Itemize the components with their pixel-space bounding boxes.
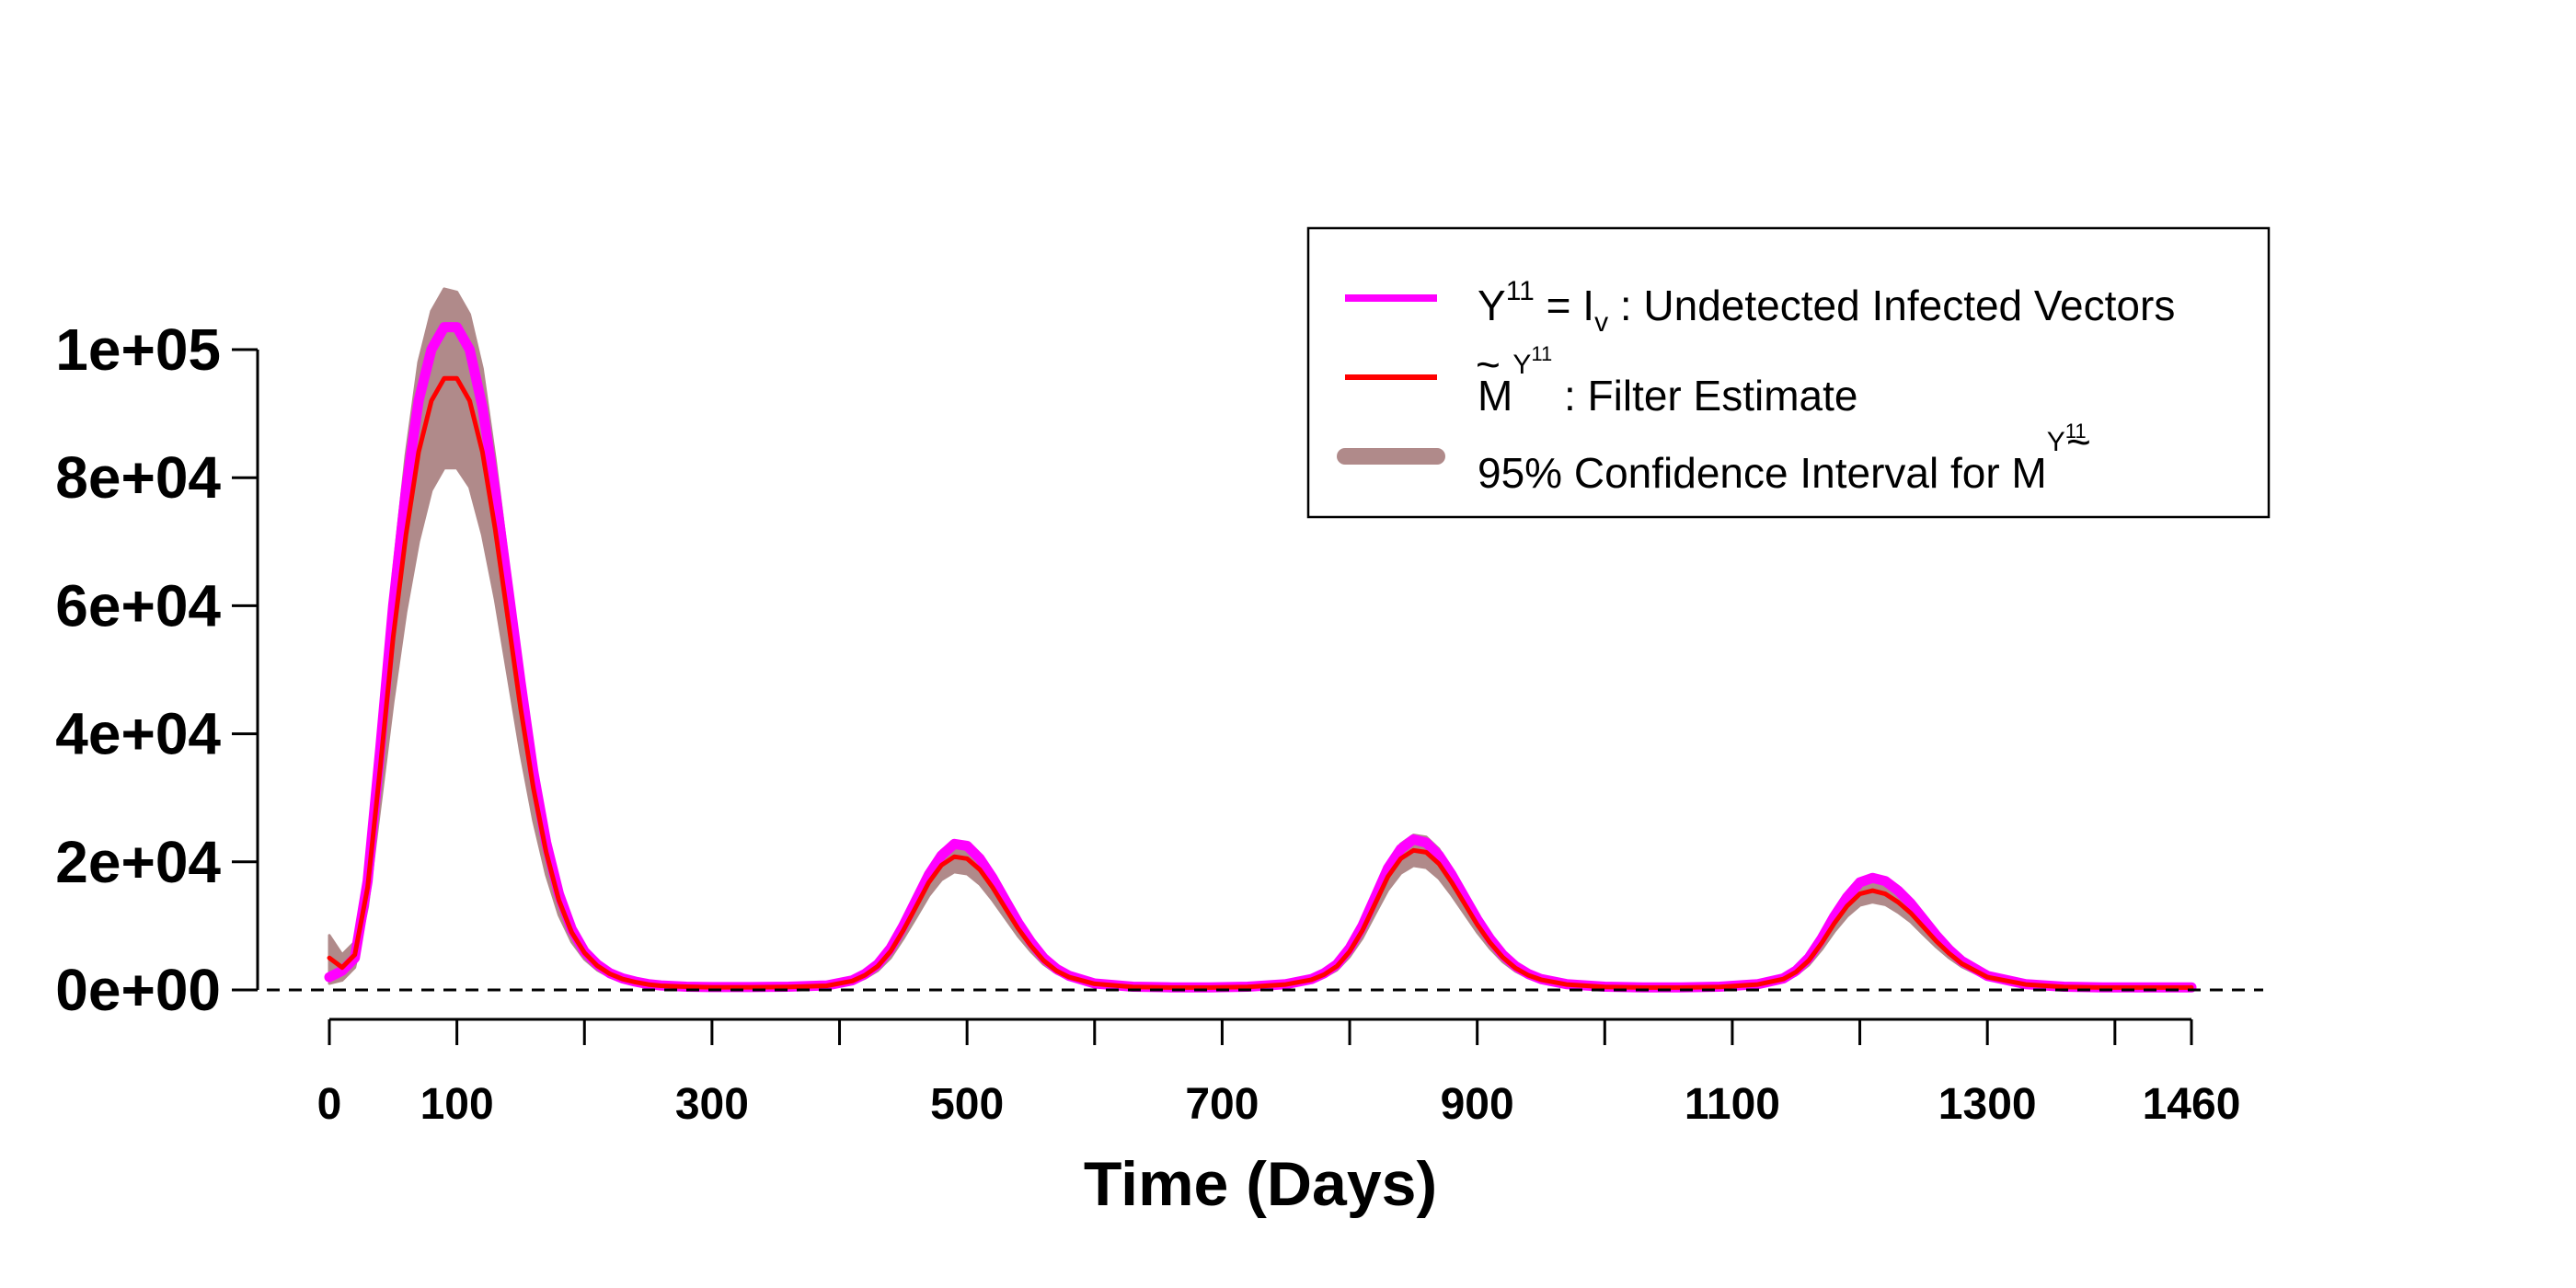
y-axis: 0e+00 2e+04 4e+04 6e+04 8e+04 1e+05 <box>55 316 259 1023</box>
x-tick-label: 300 <box>675 1080 749 1129</box>
legend-accent-confidence-band: ~ <box>2066 418 2091 466</box>
legend-label-true-state: Y11 = Iv : Undetected Infected Vectors <box>1478 276 2175 338</box>
y-tick-label: 6e+04 <box>55 572 221 638</box>
x-tick-label: 900 <box>1441 1080 1514 1129</box>
x-tick-label: 1300 <box>1938 1080 2037 1129</box>
x-axis-label: Time (Days) <box>1084 1149 1437 1219</box>
x-tick-label: 1460 <box>2143 1080 2241 1129</box>
y-tick-label: 2e+04 <box>55 829 221 895</box>
x-axis: 0 100 300 500 700 900 1100 1300 1460 <box>317 1018 2241 1129</box>
y-tick-label: 1e+05 <box>55 316 221 383</box>
series-line-filter-estimate <box>327 375 2194 990</box>
legend: Y11 = Iv : Undetected Infected Vectors ~… <box>1306 226 2271 519</box>
x-tick-label: 500 <box>930 1080 1004 1129</box>
legend-label-confidence-band: 95% Confidence Interval for MY11 <box>1478 420 2087 497</box>
x-tick-label: 1100 <box>1685 1080 1780 1129</box>
legend-box <box>1306 226 2271 519</box>
series-line-layer <box>324 322 2197 993</box>
x-tick-label: 700 <box>1185 1080 1259 1129</box>
y-tick-label: 8e+04 <box>55 444 221 511</box>
x-tick-label: 100 <box>420 1080 494 1129</box>
legend-label-filter-estimate: MY11 : Filter Estimate <box>1478 342 1857 420</box>
y-tick-label: 0e+00 <box>55 957 221 1023</box>
legend-accent-filter-estimate: ~ <box>1476 340 1501 388</box>
y-tick-label: 4e+04 <box>55 701 221 767</box>
x-tick-label: 0 <box>317 1080 342 1129</box>
